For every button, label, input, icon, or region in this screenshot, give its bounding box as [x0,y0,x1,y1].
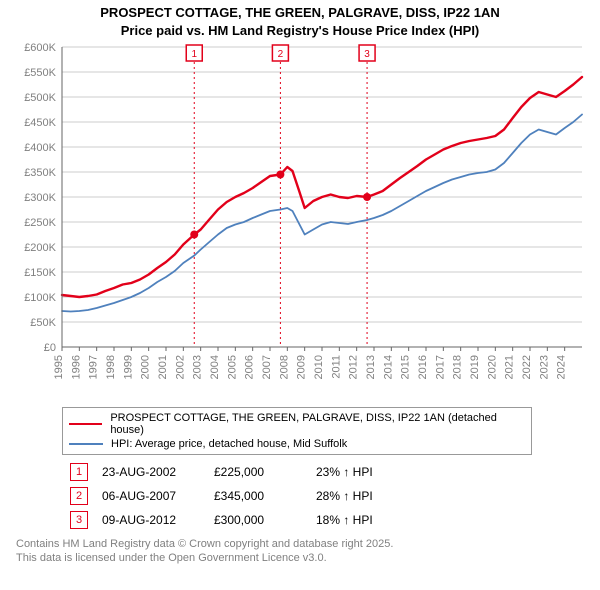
svg-text:1997: 1997 [88,355,100,379]
markers-table: 1 23-AUG-2002 £225,000 23% ↑ HPI 2 06-AU… [62,459,381,533]
svg-text:£450K: £450K [24,117,56,129]
chart-title: PROSPECT COTTAGE, THE GREEN, PALGRAVE, D… [8,4,592,39]
svg-text:£550K: £550K [24,67,56,79]
svg-text:£50K: £50K [30,317,56,329]
svg-text:1995: 1995 [53,355,65,379]
svg-text:£350K: £350K [24,167,56,179]
svg-text:2016: 2016 [417,355,429,379]
marker-delta-2: 28% ↑ HPI [310,485,379,507]
legend-swatch-property [69,423,102,425]
svg-text:2004: 2004 [209,355,221,379]
svg-text:£300K: £300K [24,192,56,204]
svg-text:£600K: £600K [24,42,56,54]
legend-label-property: PROSPECT COTTAGE, THE GREEN, PALGRAVE, D… [110,412,525,436]
svg-text:2021: 2021 [504,355,516,379]
svg-text:£100K: £100K [24,292,56,304]
svg-text:£0: £0 [44,342,56,354]
svg-text:2013: 2013 [365,355,377,379]
footer-line-1: Contains HM Land Registry data © Crown c… [16,537,592,551]
svg-text:2000: 2000 [140,355,152,379]
legend-swatch-hpi [69,443,103,445]
svg-text:2022: 2022 [521,355,533,379]
marker-badge-2: 2 [70,487,88,505]
marker-badge-3: 3 [70,511,88,529]
legend: PROSPECT COTTAGE, THE GREEN, PALGRAVE, D… [62,407,532,455]
svg-text:2015: 2015 [400,355,412,379]
marker-price-1: £225,000 [208,461,308,483]
svg-text:2005: 2005 [226,355,238,379]
svg-text:2018: 2018 [452,355,464,379]
svg-text:2017: 2017 [434,355,446,379]
svg-text:2024: 2024 [556,355,568,379]
marker-delta-3: 18% ↑ HPI [310,509,379,531]
svg-text:2011: 2011 [330,355,342,379]
svg-text:1996: 1996 [70,355,82,379]
svg-text:2014: 2014 [382,355,394,379]
svg-text:£200K: £200K [24,242,56,254]
marker-price-2: £345,000 [208,485,308,507]
footer-line-2: This data is licensed under the Open Gov… [16,551,592,565]
svg-text:£150K: £150K [24,267,56,279]
svg-text:£500K: £500K [24,92,56,104]
marker-date-2: 06-AUG-2007 [96,485,206,507]
legend-label-hpi: HPI: Average price, detached house, Mid … [111,438,347,450]
footer-note: Contains HM Land Registry data © Crown c… [16,537,592,566]
svg-text:1998: 1998 [105,355,117,379]
svg-text:£250K: £250K [24,217,56,229]
marker-date-1: 23-AUG-2002 [96,461,206,483]
svg-text:2007: 2007 [261,355,273,379]
marker-row-2: 2 06-AUG-2007 £345,000 28% ↑ HPI [64,485,379,507]
svg-text:2012: 2012 [348,355,360,379]
chart-plot: £0 £50K £100K £150K £200K £250K £300K £350K £400… [8,41,592,401]
title-line-1: PROSPECT COTTAGE, THE GREEN, PALGRAVE, D… [8,4,592,22]
marker-row-3: 3 09-AUG-2012 £300,000 18% ↑ HPI [64,509,379,531]
legend-item-property: PROSPECT COTTAGE, THE GREEN, PALGRAVE, D… [69,411,525,437]
chart-svg: £0 £50K £100K £150K £200K £250K £300K £350K £400… [8,41,592,401]
svg-text:2002: 2002 [174,355,186,379]
marker-badge-1: 1 [70,463,88,481]
marker-row-1: 1 23-AUG-2002 £225,000 23% ↑ HPI [64,461,379,483]
marker-delta-1: 23% ↑ HPI [310,461,379,483]
svg-text:2006: 2006 [244,355,256,379]
chart-container: PROSPECT COTTAGE, THE GREEN, PALGRAVE, D… [0,0,600,574]
legend-item-hpi: HPI: Average price, detached house, Mid … [69,437,525,451]
svg-text:2023: 2023 [538,355,550,379]
marker-date-3: 09-AUG-2012 [96,509,206,531]
svg-text:2: 2 [278,49,284,60]
svg-text:3: 3 [364,49,370,60]
svg-text:2020: 2020 [486,355,498,379]
svg-text:2008: 2008 [278,355,290,379]
svg-text:2001: 2001 [157,355,169,379]
svg-text:1: 1 [191,49,197,60]
title-line-2: Price paid vs. HM Land Registry's House … [8,22,592,40]
svg-text:2010: 2010 [313,355,325,379]
svg-text:2003: 2003 [192,355,204,379]
marker-price-3: £300,000 [208,509,308,531]
svg-text:£400K: £400K [24,142,56,154]
svg-text:2009: 2009 [296,355,308,379]
svg-text:2019: 2019 [469,355,481,379]
svg-text:1999: 1999 [122,355,134,379]
